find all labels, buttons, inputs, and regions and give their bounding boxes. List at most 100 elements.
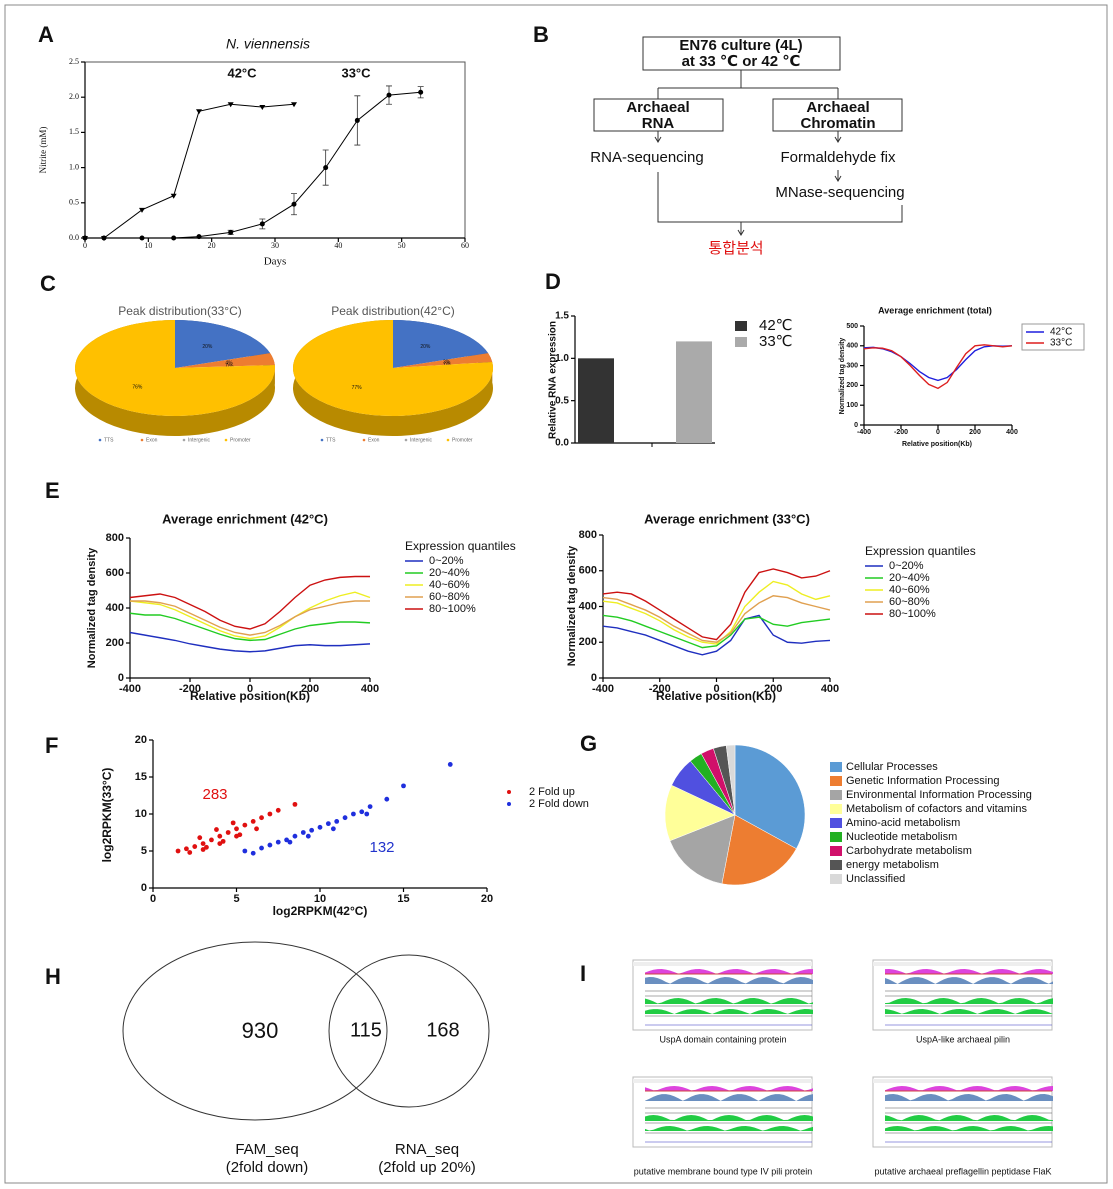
point <box>447 762 453 767</box>
node-label: Archaeal <box>806 99 869 116</box>
x-axis-label: Relative position(Kb) <box>190 689 310 703</box>
x-tick-label: 20 <box>481 893 493 905</box>
y-tick-label: 400 <box>579 600 597 612</box>
track-signal <box>645 1086 813 1091</box>
legend-label: 40~60% <box>889 584 930 596</box>
venn-label: FAM_seq <box>235 1141 298 1158</box>
x-tick-label: 0 <box>83 241 87 250</box>
marker <box>228 229 234 235</box>
y-tick-label: 100 <box>846 402 858 409</box>
x-axis-label: log2RPKM(42°C) <box>273 904 368 918</box>
pie-slice <box>669 814 736 885</box>
line <box>602 614 831 649</box>
line <box>129 631 371 653</box>
legend-label: energy metabolism <box>846 859 939 871</box>
y-tick-label: 0 <box>591 672 597 684</box>
x-axis-label: Relative position(Kb) <box>902 441 972 448</box>
legend-swatch <box>830 776 842 786</box>
line <box>602 580 831 645</box>
track-signal <box>885 998 1053 1004</box>
point <box>364 811 370 817</box>
point <box>401 783 406 789</box>
point <box>275 839 281 845</box>
point <box>230 820 236 826</box>
point <box>359 809 365 815</box>
legend-swatch <box>830 832 842 842</box>
y-tick-label: 0.5 <box>555 395 569 406</box>
marker <box>386 92 392 98</box>
point <box>259 845 264 851</box>
y-tick-label: 15 <box>135 771 147 783</box>
track-signal <box>645 1009 813 1014</box>
node-label: at 33 ℃ or 42 ℃ <box>682 53 801 70</box>
pie-slice <box>664 784 736 842</box>
marker <box>170 193 177 199</box>
arrow-head <box>654 136 842 236</box>
point <box>242 822 248 828</box>
legend-label: Nucleotide metabolism <box>846 831 957 843</box>
track-signal <box>885 1126 1053 1131</box>
line <box>863 344 1013 390</box>
marker <box>259 105 266 111</box>
point <box>317 824 323 830</box>
point <box>250 850 256 856</box>
legend-label: 20~40% <box>429 567 470 579</box>
line <box>129 591 371 640</box>
track-ruler <box>633 1079 812 1083</box>
track-caption: UspA-like archaeal pilin <box>916 1034 1010 1044</box>
track-signal <box>645 998 813 1004</box>
y-tick-label: 2.0 <box>69 92 79 101</box>
panel-letter: H <box>45 964 61 989</box>
y-tick-label: 200 <box>106 637 124 649</box>
legend-label: 20~40% <box>889 572 930 584</box>
y-tick-label: 0 <box>118 672 124 684</box>
legend-swatch <box>830 762 842 772</box>
legend-swatch <box>446 438 450 442</box>
marker <box>323 165 329 171</box>
legend-label: 40~60% <box>429 579 470 591</box>
x-tick-label: -200 <box>649 683 671 695</box>
pie-slice <box>734 744 806 850</box>
track-signal <box>885 1115 1053 1121</box>
line <box>602 595 831 643</box>
x-tick-label: 15 <box>397 893 409 905</box>
bar <box>578 358 614 443</box>
data-label: 76% <box>132 385 143 391</box>
line <box>85 103 295 239</box>
legend-label: 60~80% <box>429 591 470 603</box>
track-caption: putative archaeal preflagellin peptidase… <box>874 1166 1051 1176</box>
venn-label: RNA_seq <box>395 1141 459 1158</box>
panel-letter: G <box>580 731 597 756</box>
track-signal <box>645 1094 813 1101</box>
point <box>305 833 311 839</box>
legend-label: Promoter <box>452 437 473 443</box>
x-tick-label: 200 <box>764 683 782 695</box>
point <box>237 832 243 838</box>
connector <box>657 70 903 234</box>
marker <box>291 102 297 108</box>
point <box>184 846 189 852</box>
data-label: 20% <box>420 344 431 350</box>
x-axis-label: Relative position(Kb) <box>656 689 776 703</box>
panel-letter: F <box>45 733 58 758</box>
legend-label: TTS <box>104 437 114 443</box>
marker <box>196 234 202 240</box>
point <box>292 801 298 807</box>
point <box>342 815 348 821</box>
legend-box <box>1021 323 1085 351</box>
pie-slice <box>725 744 736 816</box>
point <box>175 848 181 854</box>
series-label: 33°C <box>341 65 371 80</box>
pie-slice <box>75 320 275 416</box>
x-tick-label: 0 <box>713 683 719 695</box>
line <box>863 345 1013 382</box>
legend-label: 2 Fold up <box>529 786 575 798</box>
annotation: 283 <box>202 786 227 803</box>
pie-slice <box>292 320 493 417</box>
y-tick-label: 600 <box>106 567 124 579</box>
x-axis-label: Days <box>264 256 287 268</box>
marker <box>139 207 145 213</box>
pie-slice <box>721 814 797 886</box>
point <box>259 815 264 821</box>
y-tick-label: 1.5 <box>69 127 79 136</box>
